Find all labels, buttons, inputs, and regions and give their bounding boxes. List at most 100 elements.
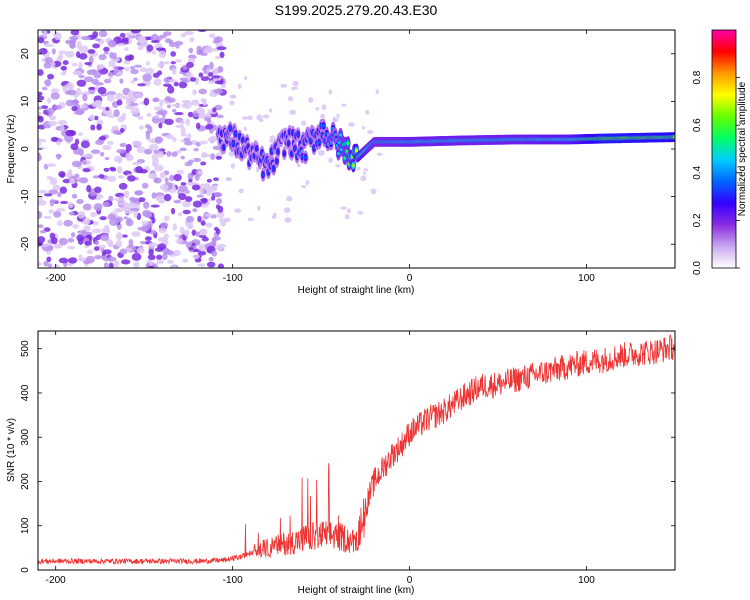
spectrogram-noise-cell <box>72 70 83 76</box>
spectrogram-noise-cell <box>179 147 187 152</box>
spectrogram-noise-cell <box>170 207 176 215</box>
snr-x-tick-label: 100 <box>578 575 595 586</box>
spectrogram-noise-cell <box>170 61 176 65</box>
spectrogram-noise-cell <box>89 69 98 73</box>
spectrogram-noise-cell <box>60 124 65 132</box>
spectrogram-noise-cell <box>296 163 301 168</box>
spectrogram-noise-cell <box>360 175 367 182</box>
spectrogram-noise-cell <box>137 45 144 51</box>
spectrogram-noise-cell <box>137 115 144 120</box>
spectrogram-noise-cell <box>214 80 224 85</box>
spectrogram-noise-cell <box>180 33 187 38</box>
spectrogram-noise-cell <box>38 138 44 143</box>
colorbar-tick-label: 0.6 <box>692 118 703 132</box>
spectrogram-noise-cell <box>216 46 227 51</box>
spectrogram-noise-cell <box>181 200 191 208</box>
spectrogram-noise-cell <box>68 257 78 264</box>
spectrogram-noise-cell <box>332 116 337 122</box>
spectrogram-noise-cell <box>53 210 62 218</box>
spectrogram-noise-cell <box>68 169 73 176</box>
spectrogram-noise-cell <box>125 104 133 110</box>
spectrogram-noise-cell <box>115 232 123 241</box>
spectrogram-noise-cell <box>106 114 116 119</box>
spectrogram-noise-cell <box>335 164 341 168</box>
spectrogram-signal-core <box>233 131 237 136</box>
spectrogram-noise-cell <box>131 30 141 34</box>
spectrogram-noise-cell <box>38 261 42 267</box>
spectrogram-signal-core <box>322 124 326 128</box>
spectrogram-noise-cell <box>272 212 277 217</box>
spectrogram-noise-cell <box>363 168 369 172</box>
spectrogram-noise-cell <box>118 201 126 206</box>
spectrogram-noise-cell <box>237 83 242 90</box>
spectrogram-noise-cell <box>175 43 180 49</box>
spectrogram-noise-cell <box>212 145 222 151</box>
spectrogram-noise-cell <box>82 217 91 225</box>
spectrogram-noise-cell <box>53 264 60 268</box>
spectrogram-noise-cell <box>182 209 191 215</box>
spectrogram-noise-cell <box>206 118 212 125</box>
spectrogram-noise-cell <box>192 89 197 96</box>
spectrogram-noise-cell <box>110 167 117 172</box>
spectrogram-signal-core <box>290 152 294 156</box>
spectrogram-noise-cell <box>317 150 325 156</box>
spectrogram-noise-cell <box>124 55 133 61</box>
spectrogram-noise-cell <box>163 215 170 222</box>
spectrogram-noise-cell <box>196 194 204 198</box>
spectrogram-noise-cell <box>178 185 188 192</box>
spectrogram-noise-cell <box>119 127 125 133</box>
spectrogram-noise-cell <box>198 88 208 95</box>
spectrogram-noise-cell <box>83 225 91 232</box>
spectrogram-noise-cell <box>141 182 149 189</box>
spectrogram-noise-cell <box>367 129 374 135</box>
spectrogram-noise-cell <box>133 77 138 81</box>
spectrogram-noise-cell <box>82 168 91 173</box>
spectrogram-noise-cell <box>185 215 194 224</box>
spectrogram-noise-cell <box>185 196 193 203</box>
spectrogram-noise-cell <box>108 195 114 202</box>
spectrogram-noise-cell <box>196 106 203 114</box>
spectrogram-noise-cell <box>87 49 96 54</box>
spectrogram-signal-core <box>291 131 295 135</box>
spectrogram-noise-cell <box>160 222 169 228</box>
spectrogram-noise-cell <box>60 200 69 205</box>
spectrogram-noise-cell <box>348 122 355 127</box>
spectrogram-noise-cell <box>52 184 61 191</box>
spectrogram-noise-cell <box>262 114 270 119</box>
spectrogram-noise-cell <box>259 118 264 123</box>
spectrogram-noise-cell <box>38 210 43 219</box>
spectrogram-noise-cell <box>186 61 194 69</box>
spectrogram-noise-cell <box>158 122 163 129</box>
spectrogram-noise-cell <box>69 176 78 180</box>
spectrogram-noise-cell <box>71 193 78 199</box>
spectrogram-y-tick-label: 20 <box>20 48 31 60</box>
spectrogram-noise-cell <box>234 208 242 213</box>
spectrogram-noise-cell <box>136 146 146 154</box>
spectrogram-noise-cell <box>94 254 102 260</box>
spectrogram-noise-cell <box>95 139 104 146</box>
spectrogram-noise-cell <box>38 224 44 229</box>
spectrogram-noise-cell <box>111 125 119 132</box>
spectrogram-noise-cell <box>193 157 202 163</box>
spectrogram-noise-cell <box>132 161 142 166</box>
spectrogram-noise-cell <box>200 220 206 226</box>
spectrogram-noise-cell <box>43 62 52 69</box>
spectrogram-noise-cell <box>129 66 135 70</box>
spectrogram-noise-cell <box>78 132 83 137</box>
spectrogram-noise-cell <box>243 126 247 132</box>
spectrogram-noise-cell <box>357 210 364 215</box>
spectrogram-noise-cell <box>292 81 299 87</box>
spectrogram-noise-cell <box>193 147 199 152</box>
spectrogram-noise-cell <box>115 216 124 223</box>
spectrogram-noise-cell <box>150 40 160 44</box>
spectrogram-noise-cell <box>328 89 332 95</box>
spectrogram-noise-cell <box>84 76 94 83</box>
spectrogram-noise-cell <box>220 84 226 89</box>
spectrogram-noise-cell <box>203 64 210 69</box>
spectrogram-noise-cell <box>93 246 100 251</box>
spectrogram-noise-cell <box>139 169 148 174</box>
spectrogram-noise-cell <box>113 65 119 74</box>
spectrogram-noise-cell <box>130 106 140 115</box>
spectrogram-noise-cell <box>53 243 63 249</box>
spectrogram-noise-cell <box>49 199 59 203</box>
